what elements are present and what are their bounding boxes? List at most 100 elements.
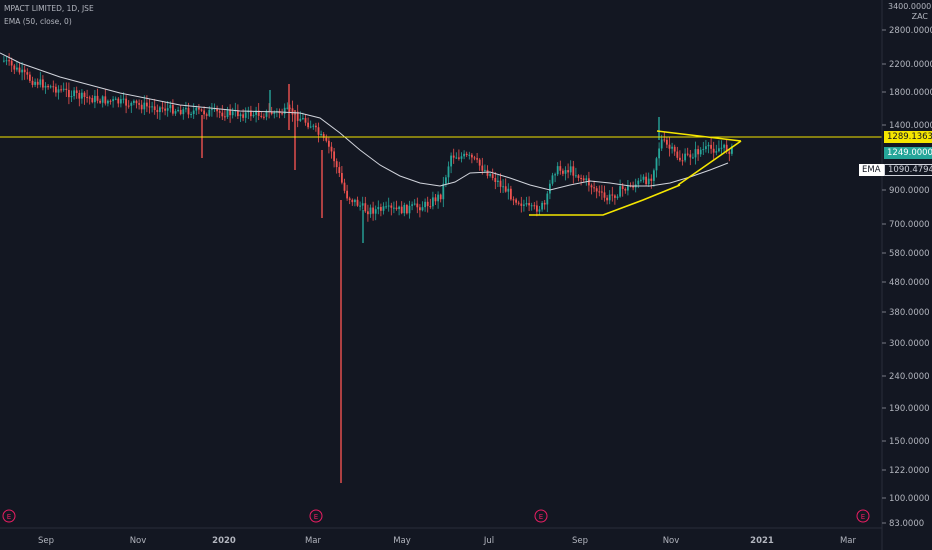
price-tick: 300.0000 [889, 339, 930, 349]
symbol-legend[interactable]: MPACT LIMITED, 1D, JSE [4, 4, 94, 13]
candle-body [372, 207, 374, 214]
candle-body [510, 188, 512, 200]
candle-body [364, 203, 367, 212]
candle-body [707, 144, 710, 147]
candle-body [499, 180, 502, 187]
candle-body [302, 118, 304, 120]
candle-body [463, 153, 465, 157]
candle-body [595, 188, 598, 192]
candle-body [101, 96, 104, 103]
candle-body [653, 170, 655, 181]
candle-body [65, 88, 68, 90]
candle-body [699, 149, 702, 155]
candle-body [627, 185, 629, 191]
candle-body [702, 149, 705, 151]
ema-legend[interactable]: EMA (50, close, 0) [4, 17, 72, 26]
candle-body [291, 108, 294, 115]
candle-body [684, 153, 686, 161]
price-tick: 83.0000 [889, 519, 924, 529]
candle-body [663, 139, 666, 141]
time-tick: 2021 [750, 536, 774, 546]
candle-body [387, 205, 390, 207]
candle-body [517, 202, 520, 204]
candle-body [515, 199, 517, 203]
candle-body [187, 108, 190, 115]
earnings-marker[interactable]: E [309, 509, 323, 523]
price-tick: 480.0000 [889, 278, 930, 288]
candle-body [304, 118, 307, 123]
candle-body [130, 102, 133, 106]
candle-body [127, 105, 130, 107]
candle-body [39, 79, 42, 85]
candle-body [577, 175, 580, 178]
candle-body [650, 178, 653, 181]
candle-body [135, 100, 138, 104]
candle-body [554, 174, 556, 176]
candle-body [138, 103, 140, 105]
currency-code: ZAC [911, 12, 928, 21]
candle-body [330, 146, 333, 152]
candle-body [458, 157, 460, 159]
candle-body [99, 100, 101, 103]
candle-body [263, 116, 265, 118]
candle-body [538, 209, 541, 212]
candle-body [174, 111, 177, 114]
candle-body [146, 102, 148, 107]
earnings-marker[interactable]: E [2, 509, 16, 523]
candle-body [432, 197, 434, 207]
triangle-drawing[interactable] [529, 130, 742, 216]
time-axis[interactable]: Sep Nov 2020 Mar May Jul Sep Nov 2021 Ma… [38, 536, 857, 546]
candle-body [190, 113, 192, 115]
candle-body [476, 158, 478, 160]
candle-body [608, 194, 611, 201]
candle-body [710, 144, 712, 149]
candle-body [343, 182, 346, 191]
candle-body [413, 203, 416, 205]
candle-body [169, 104, 172, 109]
candle-body [29, 74, 31, 81]
time-tick: May [393, 536, 411, 546]
candle-body [354, 199, 356, 203]
candle-body [203, 110, 205, 115]
candle-body [122, 98, 125, 100]
candle-body [406, 204, 408, 214]
candle-body [715, 151, 718, 153]
candle-body [369, 207, 372, 215]
price-axis[interactable]: 2800.0000 2200.0000 1800.0000 1400.0000 … [882, 26, 932, 529]
price-tick: 700.0000 [889, 220, 930, 230]
candle-body [723, 144, 725, 148]
candle-body [497, 180, 499, 182]
candle-body [307, 122, 309, 128]
candle-body [585, 178, 588, 181]
candle-body [720, 147, 723, 149]
candle-body [489, 174, 491, 176]
candle-body [265, 110, 268, 117]
candle-body [3, 60, 5, 62]
candle-body [237, 110, 239, 117]
candle-body [359, 205, 361, 207]
candle-body [692, 157, 694, 159]
candle-body [341, 172, 343, 183]
candle-body [153, 106, 156, 110]
candle-body [564, 170, 567, 174]
candle-body [598, 191, 601, 193]
earnings-marker[interactable]: E [534, 509, 548, 523]
candle-body [216, 108, 218, 112]
candle-body [13, 65, 16, 70]
candle-body [382, 206, 385, 211]
candle-body [551, 175, 554, 184]
candle-body [530, 205, 533, 207]
candle-body [528, 203, 530, 206]
earnings-marker[interactable]: E [856, 509, 870, 523]
candle-body [694, 149, 697, 158]
candle-body [718, 148, 720, 152]
candle-body [556, 166, 559, 175]
candle-body [647, 178, 650, 185]
currency-top-price: 3400.0000 [888, 2, 932, 11]
candle-body [346, 190, 348, 199]
earnings-markers[interactable]: E E E E [2, 509, 870, 523]
candle-body [603, 192, 606, 198]
price-tick: 2800.0000 [889, 26, 932, 36]
candle-body [335, 161, 338, 168]
